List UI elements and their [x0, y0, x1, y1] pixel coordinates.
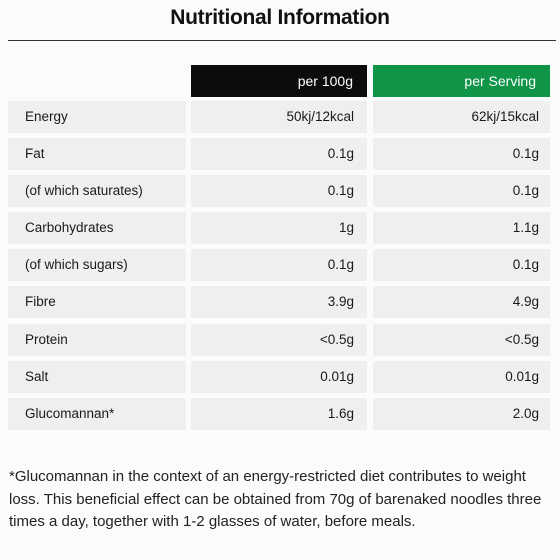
table-row: Protein <0.5g <0.5g — [8, 324, 554, 356]
row-label: Glucomannan* — [8, 398, 186, 430]
table-row: Carbohydrates 1g 1.1g — [8, 212, 554, 244]
value-per-100g: 0.1g — [191, 249, 367, 281]
table-row: Glucomannan* 1.6g 2.0g — [8, 398, 554, 430]
row-label: (of which saturates) — [8, 175, 186, 207]
value-per-100g: 0.1g — [191, 175, 367, 207]
row-label: Fat — [8, 138, 186, 170]
value-per-serving: <0.5g — [373, 324, 550, 356]
value-per-100g: 1g — [191, 212, 367, 244]
header-per-serving: per Serving — [373, 65, 550, 97]
table-row: Fibre 3.9g 4.9g — [8, 286, 554, 318]
value-per-serving: 0.1g — [373, 175, 550, 207]
page-title: Nutritional Information — [170, 6, 390, 29]
row-label: Salt — [8, 361, 186, 393]
value-per-serving: 0.1g — [373, 249, 550, 281]
table-row: (of which saturates) 0.1g 0.1g — [8, 175, 554, 207]
table-row: Fat 0.1g 0.1g — [8, 138, 554, 170]
row-label: Protein — [8, 324, 186, 356]
row-label: Fibre — [8, 286, 186, 318]
header-per-100g: per 100g — [191, 65, 367, 97]
table-row: Energy 50kj/12kcal 62kj/15kcal — [8, 101, 554, 133]
value-per-serving: 2.0g — [373, 398, 550, 430]
value-per-serving: 4.9g — [373, 286, 550, 318]
value-per-100g: 0.1g — [191, 138, 367, 170]
value-per-serving: 0.1g — [373, 138, 550, 170]
row-label: Energy — [8, 101, 186, 133]
row-label: (of which sugars) — [8, 249, 186, 281]
value-per-serving: 0.01g — [373, 361, 550, 393]
value-per-100g: 0.01g — [191, 361, 367, 393]
table-row: Salt 0.01g 0.01g — [8, 361, 554, 393]
footnote: *Glucomannan in the context of an energy… — [9, 468, 542, 530]
title-divider — [8, 40, 556, 41]
table-row: (of which sugars) 0.1g 0.1g — [8, 249, 554, 281]
row-label: Carbohydrates — [8, 212, 186, 244]
value-per-100g: 1.6g — [191, 398, 367, 430]
value-per-100g: 50kj/12kcal — [191, 101, 367, 133]
value-per-serving: 62kj/15kcal — [373, 101, 550, 133]
value-per-serving: 1.1g — [373, 212, 550, 244]
value-per-100g: <0.5g — [191, 324, 367, 356]
value-per-100g: 3.9g — [191, 286, 367, 318]
